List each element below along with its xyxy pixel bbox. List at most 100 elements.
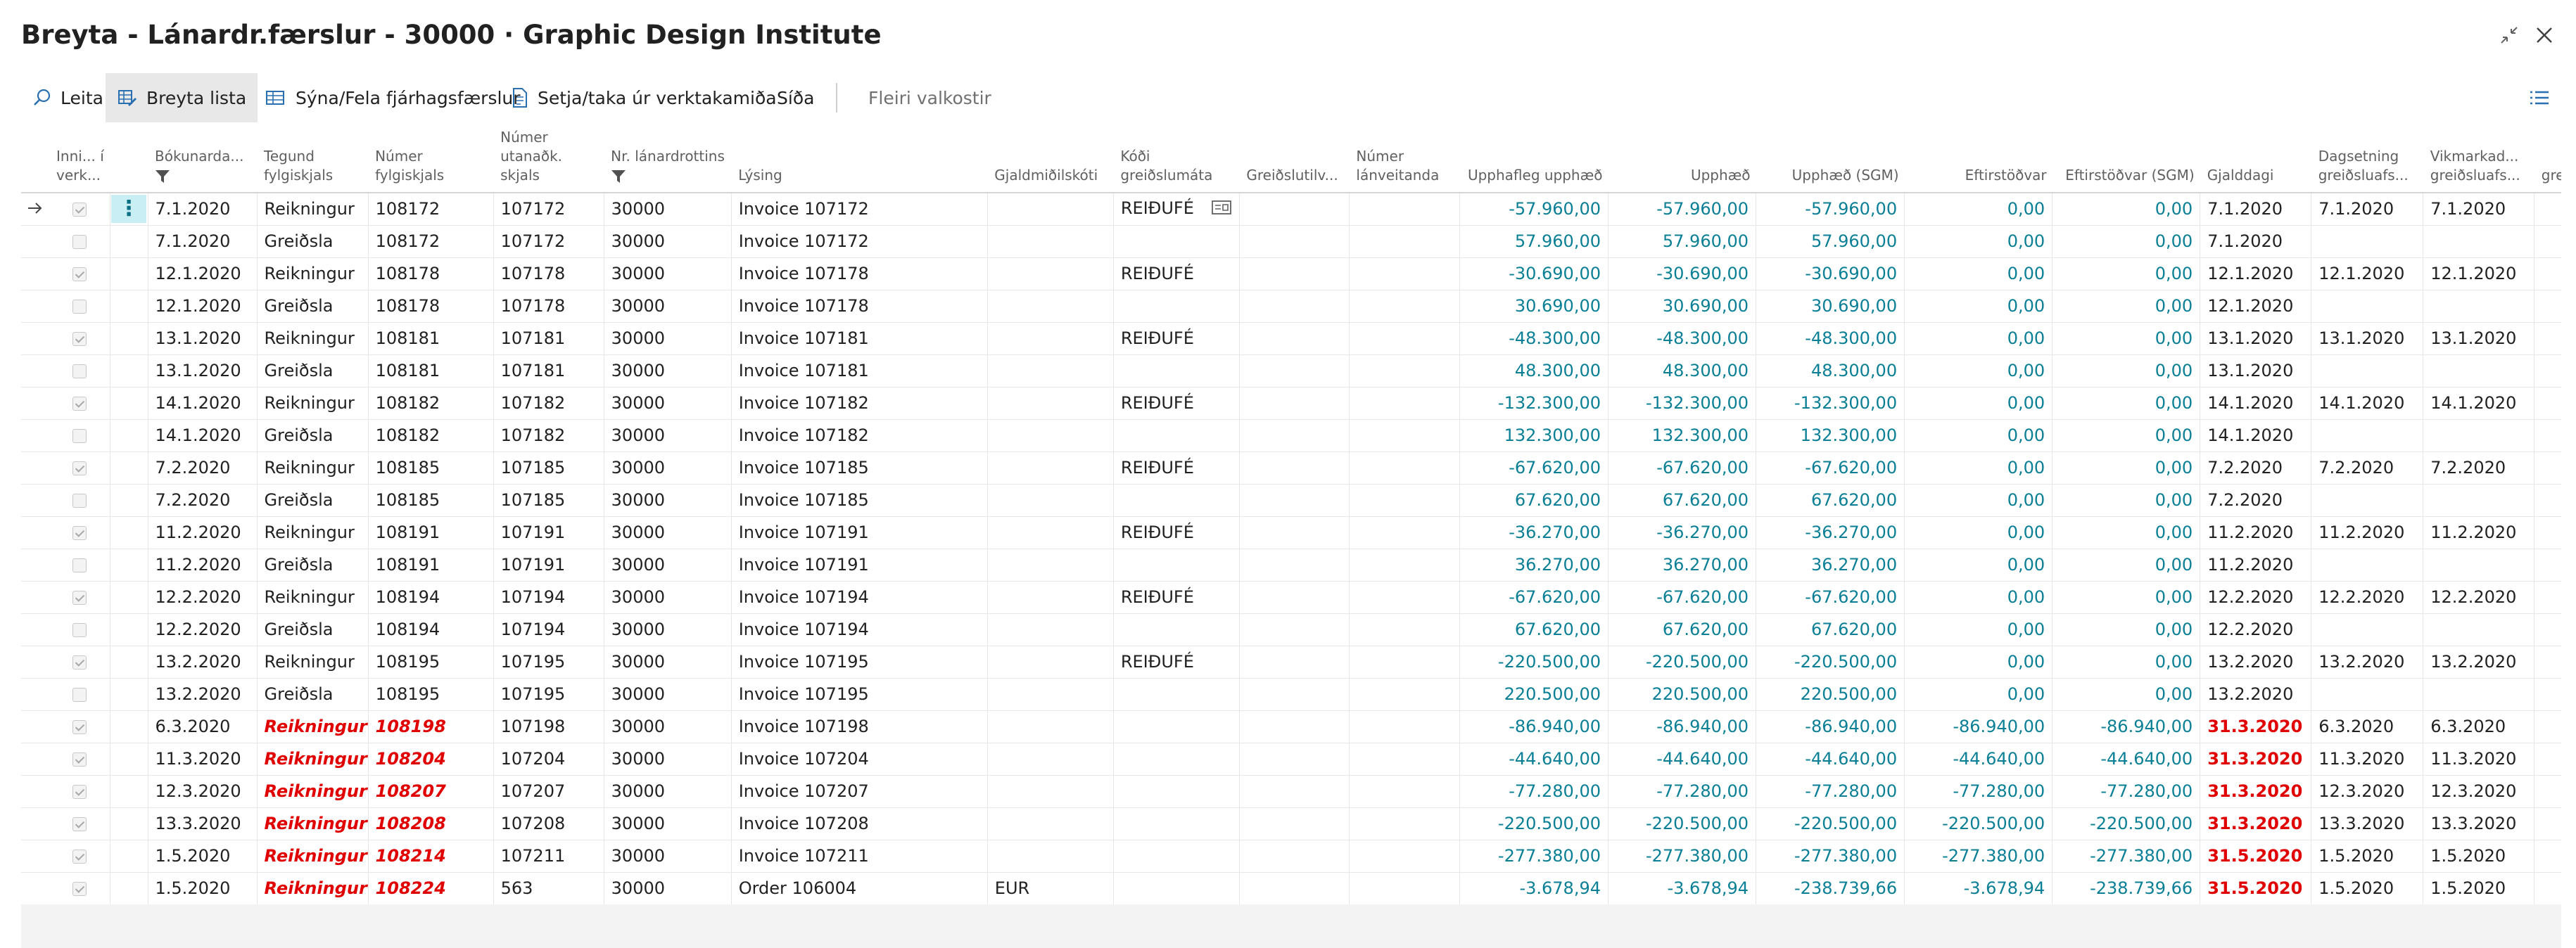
included-checkbox[interactable] bbox=[72, 882, 87, 896]
document-no-cell[interactable]: 108182 bbox=[368, 387, 494, 420]
amount-lcy-cell[interactable]: -30.690,00 bbox=[1756, 257, 1905, 290]
creditor-no-cell[interactable] bbox=[1349, 257, 1460, 290]
pmt-discount-date-cell[interactable]: 11.3.2020 bbox=[2311, 743, 2424, 776]
more-cell[interactable] bbox=[2534, 225, 2561, 258]
pmt-discount-date-cell[interactable] bbox=[2311, 678, 2424, 711]
document-type-cell[interactable]: Reikningur bbox=[257, 872, 369, 904]
pmt-discount-date-cell[interactable]: 6.3.2020 bbox=[2311, 710, 2424, 743]
amount-cell[interactable]: -30.690,00 bbox=[1608, 257, 1757, 290]
original-amount-cell[interactable]: 36.270,00 bbox=[1459, 549, 1609, 582]
remaining-amount-lcy-cell[interactable]: 0,00 bbox=[2052, 613, 2201, 646]
amount-lcy-cell[interactable]: -132.300,00 bbox=[1756, 387, 1905, 420]
document-no-cell[interactable]: 108178 bbox=[368, 257, 494, 290]
included-checkbox[interactable] bbox=[72, 817, 87, 831]
vendor-no-cell[interactable]: 30000 bbox=[604, 743, 732, 776]
pmt-tolerance-date-cell[interactable]: 7.2.2020 bbox=[2423, 451, 2535, 485]
creditor-no-cell[interactable] bbox=[1349, 678, 1460, 711]
original-amount-cell[interactable]: 57.960,00 bbox=[1459, 225, 1609, 258]
posting-date-cell[interactable]: 12.2.2020 bbox=[148, 581, 258, 614]
search-button[interactable]: Leita bbox=[21, 73, 115, 122]
project-button[interactable]: Setja/taka úr verktakamiða bbox=[500, 73, 788, 122]
remaining-amount-lcy-cell[interactable]: 0,00 bbox=[2052, 419, 2201, 452]
creditor-no-cell[interactable] bbox=[1349, 807, 1460, 840]
document-no-cell[interactable]: 108181 bbox=[368, 354, 494, 387]
document-no-cell[interactable]: 108185 bbox=[368, 451, 494, 485]
description-cell[interactable]: Invoice 107181 bbox=[731, 322, 988, 355]
row-selector[interactable] bbox=[21, 484, 49, 517]
payment-reference-cell[interactable] bbox=[1239, 840, 1350, 873]
remaining-amount-lcy-cell[interactable]: 0,00 bbox=[2052, 193, 2201, 226]
original-amount-cell[interactable]: -36.270,00 bbox=[1459, 516, 1609, 549]
pmt-tolerance-date-cell[interactable]: 6.3.2020 bbox=[2423, 710, 2535, 743]
payment-method-cell[interactable] bbox=[1113, 743, 1240, 776]
table-row[interactable]: 12.3.2020 Reikningur 108207 107207 30000 Invo… bbox=[21, 775, 2561, 808]
due-date-cell[interactable]: 12.2.2020 bbox=[2200, 613, 2312, 646]
pmt-discount-date-cell[interactable]: 12.1.2020 bbox=[2311, 257, 2424, 290]
table-row[interactable]: 11.3.2020 Reikningur 108204 107204 30000 Invo… bbox=[21, 743, 2561, 776]
table-row[interactable]: 14.1.2020 Reikningur 108182 107182 30000 Invo… bbox=[21, 387, 2561, 420]
table-row[interactable]: 13.3.2020 Reikningur 108208 107208 30000 Invo… bbox=[21, 807, 2561, 840]
more-cell[interactable] bbox=[2534, 484, 2561, 517]
description-cell[interactable]: Invoice 107208 bbox=[731, 807, 988, 840]
pmt-tolerance-date-cell[interactable]: 11.2.2020 bbox=[2423, 516, 2535, 549]
due-date-cell[interactable]: 7.1.2020 bbox=[2200, 225, 2312, 258]
posting-date-cell[interactable]: 13.2.2020 bbox=[148, 646, 258, 679]
pmt-discount-date-cell[interactable]: 7.2.2020 bbox=[2311, 451, 2424, 485]
included-checkbox[interactable] bbox=[72, 558, 87, 572]
creditor-no-cell[interactable] bbox=[1349, 484, 1460, 517]
amount-cell[interactable]: -86.940,00 bbox=[1608, 710, 1757, 743]
pmt-discount-date-cell[interactable]: 12.3.2020 bbox=[2311, 775, 2424, 808]
document-no-cell[interactable]: 108178 bbox=[368, 290, 494, 323]
row-selector[interactable] bbox=[21, 257, 49, 290]
payment-method-cell[interactable] bbox=[1113, 807, 1240, 840]
amount-cell[interactable]: -220.500,00 bbox=[1608, 646, 1757, 679]
amount-lcy-cell[interactable]: -36.270,00 bbox=[1756, 516, 1905, 549]
original-amount-cell[interactable]: -132.300,00 bbox=[1459, 387, 1609, 420]
vendor-no-cell[interactable]: 30000 bbox=[604, 646, 732, 679]
pmt-tolerance-date-cell[interactable]: 1.5.2020 bbox=[2423, 872, 2535, 904]
document-type-cell[interactable]: Reikningur bbox=[257, 840, 369, 873]
payment-reference-cell[interactable] bbox=[1239, 354, 1350, 387]
currency-cell[interactable] bbox=[987, 775, 1114, 808]
payment-reference-cell[interactable] bbox=[1239, 193, 1350, 226]
table-row[interactable]: 13.2.2020 Reikningur 108195 107195 30000 Invo… bbox=[21, 646, 2561, 679]
amount-cell[interactable]: 67.620,00 bbox=[1608, 613, 1757, 646]
header-document-no[interactable]: Númer fylgiskjals bbox=[368, 122, 494, 193]
original-amount-cell[interactable]: -86.940,00 bbox=[1459, 710, 1609, 743]
currency-cell[interactable] bbox=[987, 807, 1114, 840]
document-no-cell[interactable]: 108185 bbox=[368, 484, 494, 517]
amount-lcy-cell[interactable]: 30.690,00 bbox=[1756, 290, 1905, 323]
document-no-cell[interactable]: 108208 bbox=[368, 807, 494, 840]
description-cell[interactable]: Invoice 107207 bbox=[731, 775, 988, 808]
pmt-tolerance-date-cell[interactable]: 12.1.2020 bbox=[2423, 257, 2535, 290]
creditor-no-cell[interactable] bbox=[1349, 354, 1460, 387]
vendor-no-cell[interactable]: 30000 bbox=[604, 387, 732, 420]
posting-date-cell[interactable]: 7.1.2020 bbox=[148, 193, 258, 226]
due-date-cell[interactable]: 12.1.2020 bbox=[2200, 290, 2312, 323]
remaining-amount-lcy-cell[interactable]: 0,00 bbox=[2052, 516, 2201, 549]
remaining-amount-cell[interactable]: 0,00 bbox=[1904, 290, 2053, 323]
description-cell[interactable]: Invoice 107185 bbox=[731, 484, 988, 517]
creditor-no-cell[interactable] bbox=[1349, 451, 1460, 485]
external-doc-no-cell[interactable]: 107195 bbox=[493, 646, 604, 679]
document-type-cell[interactable]: Reikningur bbox=[257, 387, 369, 420]
payment-reference-cell[interactable] bbox=[1239, 646, 1350, 679]
currency-cell[interactable] bbox=[987, 581, 1114, 614]
remaining-amount-cell[interactable]: 0,00 bbox=[1904, 516, 2053, 549]
document-type-cell[interactable]: Greiðsla bbox=[257, 290, 369, 323]
more-cell[interactable] bbox=[2534, 419, 2561, 452]
document-type-cell[interactable]: Greiðsla bbox=[257, 613, 369, 646]
row-selector[interactable] bbox=[21, 387, 49, 420]
description-cell[interactable]: Invoice 107172 bbox=[731, 225, 988, 258]
posting-date-cell[interactable]: 11.2.2020 bbox=[148, 549, 258, 582]
remaining-amount-cell[interactable]: -44.640,00 bbox=[1904, 743, 2053, 776]
payment-reference-cell[interactable] bbox=[1239, 581, 1350, 614]
posting-date-cell[interactable]: 7.2.2020 bbox=[148, 484, 258, 517]
row-selector[interactable] bbox=[21, 775, 49, 808]
original-amount-cell[interactable]: -277.380,00 bbox=[1459, 840, 1609, 873]
description-cell[interactable]: Invoice 107191 bbox=[731, 549, 988, 582]
amount-lcy-cell[interactable]: -57.960,00 bbox=[1756, 193, 1905, 226]
pmt-discount-date-cell[interactable]: 14.1.2020 bbox=[2311, 387, 2424, 420]
included-checkbox[interactable] bbox=[72, 461, 87, 475]
amount-cell[interactable]: -36.270,00 bbox=[1608, 516, 1757, 549]
